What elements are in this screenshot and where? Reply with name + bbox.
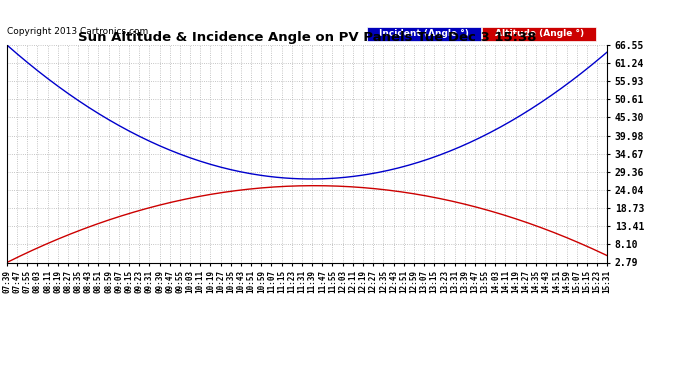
- Text: Copyright 2013 Cartronics.com: Copyright 2013 Cartronics.com: [7, 27, 148, 36]
- FancyBboxPatch shape: [367, 27, 481, 40]
- Title: Sun Altitude & Incidence Angle on PV Panels Tue Dec 3 15:38: Sun Altitude & Incidence Angle on PV Pan…: [78, 31, 536, 44]
- Text: Altitude (Angle °): Altitude (Angle °): [495, 29, 584, 38]
- FancyBboxPatch shape: [482, 27, 596, 40]
- Text: Incident (Angle °): Incident (Angle °): [380, 29, 469, 38]
